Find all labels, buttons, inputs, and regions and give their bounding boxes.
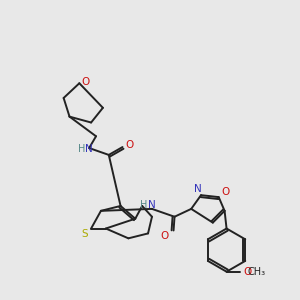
Text: CH₃: CH₃ — [248, 267, 266, 277]
Text: N: N — [85, 144, 93, 154]
Text: O: O — [160, 231, 169, 242]
Text: O: O — [125, 140, 134, 150]
Text: N: N — [148, 200, 156, 210]
Text: H: H — [78, 144, 85, 154]
Text: S: S — [81, 230, 88, 239]
Text: O: O — [81, 77, 89, 87]
Text: O: O — [243, 267, 251, 277]
Text: O: O — [221, 187, 230, 197]
Text: H: H — [140, 200, 148, 210]
Text: N: N — [194, 184, 202, 194]
